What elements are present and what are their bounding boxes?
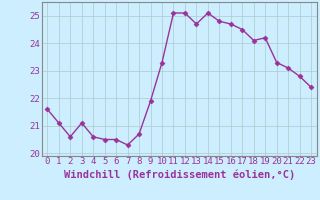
X-axis label: Windchill (Refroidissement éolien,°C): Windchill (Refroidissement éolien,°C)	[64, 169, 295, 180]
